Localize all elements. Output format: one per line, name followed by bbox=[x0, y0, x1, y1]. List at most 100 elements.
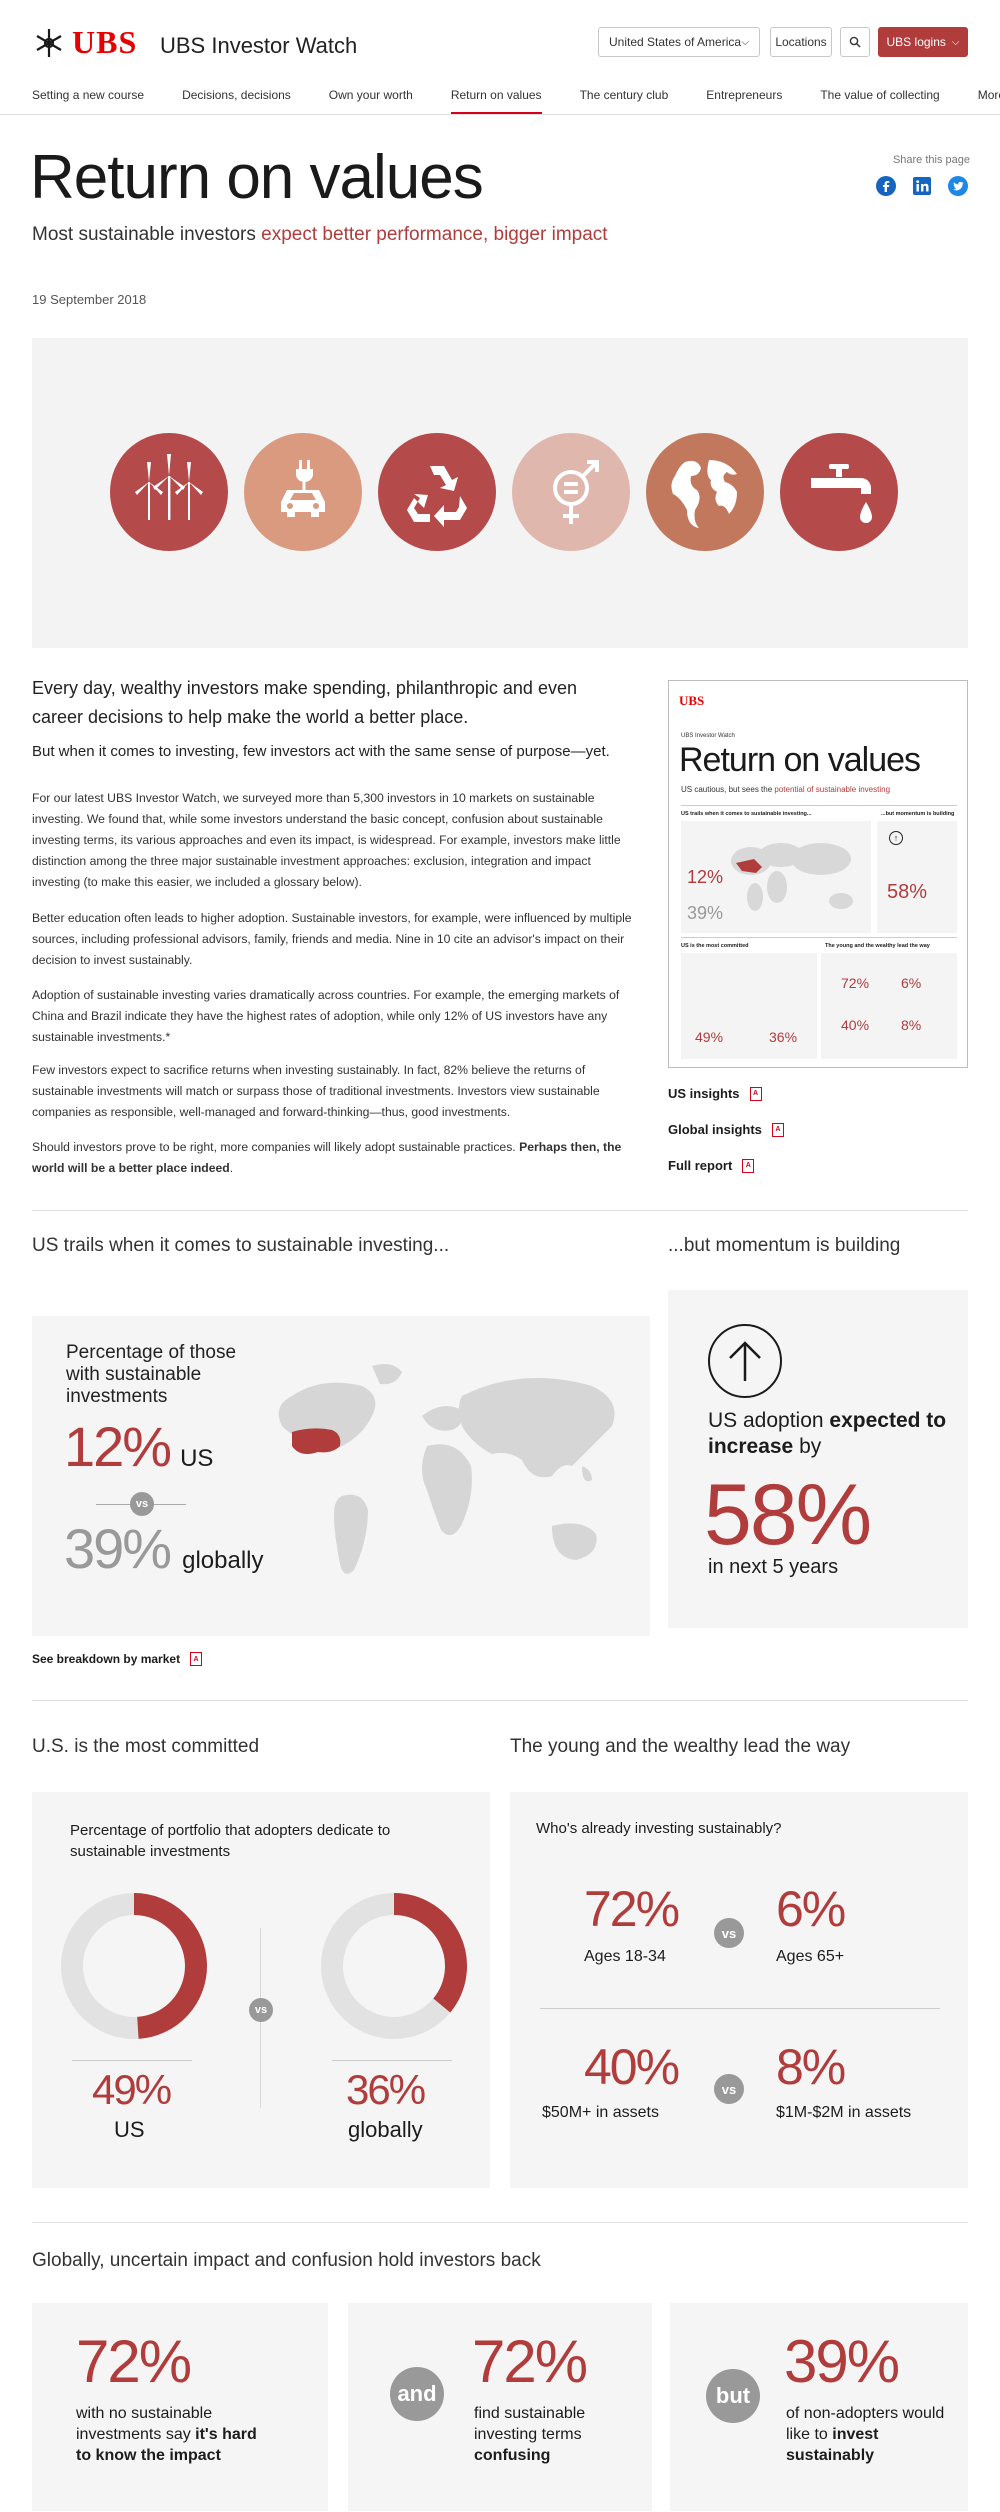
thumb-brand: UBS bbox=[679, 693, 705, 708]
confusion-text-1-plain: with no sustainable investments say bbox=[76, 2405, 213, 2443]
thumb-n72: 72% bbox=[841, 975, 870, 991]
country-select-value: United States of America bbox=[609, 35, 742, 49]
confusion-card-1: 72% with no sustainable investments say … bbox=[32, 2303, 328, 2511]
download-us-insights-label: US insights bbox=[668, 1086, 740, 1101]
pdf-icon: A bbox=[771, 1122, 784, 1137]
section-divider bbox=[32, 1700, 968, 1701]
thumb-sec1: US trails when it comes to sustainable i… bbox=[681, 811, 812, 817]
momentum-card: US adoption expected to increase by 58% … bbox=[668, 1290, 968, 1628]
thumb-momentum-card: ↑ 58% bbox=[877, 821, 957, 933]
nav-item-return-on-values[interactable]: Return on values bbox=[450, 88, 542, 115]
pdf-icon: A bbox=[190, 1652, 203, 1666]
stat-72: 72% bbox=[584, 1881, 680, 1937]
confusion-value-3: 39% bbox=[784, 2328, 900, 2395]
report-thumbnail[interactable]: UBS UBS Investor Watch Return on values … bbox=[668, 680, 968, 1068]
ubs-keys-icon bbox=[36, 28, 62, 57]
section-heading-young-wealthy: The young and the wealthy lead the way bbox=[510, 1736, 851, 1757]
facebook-icon[interactable] bbox=[876, 176, 896, 196]
thumb-n6: 6% bbox=[901, 975, 922, 991]
twitter-icon[interactable] bbox=[948, 176, 968, 196]
chevron-down-icon: ⌵ bbox=[951, 36, 960, 48]
thumb-n8: 8% bbox=[901, 1017, 922, 1033]
donut-rule-us bbox=[72, 2060, 192, 2061]
global-stat: 39% globally bbox=[64, 1516, 263, 1581]
donut-card: Percentage of portfolio that adopters de… bbox=[32, 1792, 490, 2188]
donut-label: Percentage of portfolio that adopters de… bbox=[70, 1822, 391, 1860]
adoption-value: 58% bbox=[704, 1467, 872, 1563]
body-paragraph-5: Should investors prove to be right, more… bbox=[32, 1140, 622, 1175]
nav-item-own-your-worth[interactable]: Own your worth bbox=[328, 88, 413, 102]
thumb-n36: 36% bbox=[769, 1029, 798, 1045]
donut-us-label: US bbox=[114, 2117, 145, 2142]
section-heading-confusion: Globally, uncertain impact and confusion… bbox=[32, 2250, 541, 2271]
p5-plain: Should investors prove to be right, more… bbox=[32, 1140, 520, 1154]
vs-badge: vs bbox=[130, 1492, 154, 1516]
arrow-up-circle-icon bbox=[708, 1324, 782, 1398]
thumb-title: Return on values bbox=[679, 741, 921, 779]
section-divider bbox=[32, 2222, 968, 2223]
donut-us-value: 49% bbox=[92, 2066, 172, 2113]
thumb-n39: 39% bbox=[687, 903, 724, 923]
logins-button[interactable]: UBS logins ⌵ bbox=[878, 27, 968, 57]
logins-label: UBS logins bbox=[886, 35, 946, 49]
vs-badge: vs bbox=[714, 2074, 744, 2104]
nav-divider bbox=[0, 114, 1000, 115]
donut-slice-us bbox=[133, 1893, 207, 2039]
download-full-report[interactable]: Full report A bbox=[668, 1158, 755, 1173]
thumb-subtitle-plain: US cautious, but sees the bbox=[681, 785, 775, 794]
hero-circle-6 bbox=[780, 433, 898, 551]
share-icons bbox=[876, 176, 968, 196]
confusion-text-2-bold: confusing bbox=[474, 2447, 551, 2464]
locations-button[interactable]: Locations bbox=[770, 27, 832, 57]
subtitle-highlight: expect better performance, bigger impact bbox=[261, 224, 608, 245]
confusion-value-1: 72% bbox=[76, 2328, 192, 2395]
thumb-n58: 58% bbox=[887, 881, 928, 903]
confusion-text-3-bold: invest sustainably bbox=[786, 2426, 879, 2464]
country-select[interactable]: United States of America ⌵ bbox=[598, 27, 760, 57]
global-label: globally bbox=[182, 1547, 264, 1574]
intro-lead-2: But when it comes to investing, few inve… bbox=[32, 743, 610, 760]
download-global-insights-label: Global insights bbox=[668, 1122, 762, 1137]
confusion-text-2: find sustainable investing terms confusi… bbox=[474, 2403, 634, 2466]
confusion-card-2: and 72% find sustainable investing terms… bbox=[348, 2303, 652, 2511]
nav-item-decisions[interactable]: Decisions, decisions bbox=[182, 88, 291, 102]
download-full-report-label: Full report bbox=[668, 1158, 733, 1173]
donut-global-value: 36% bbox=[346, 2066, 426, 2113]
vs-badge: vs bbox=[249, 1998, 273, 2022]
page-title: Return on values bbox=[30, 143, 484, 212]
ubs-logo[interactable]: UBS bbox=[32, 24, 137, 61]
nav-item-setting-a-new-course[interactable]: Setting a new course bbox=[32, 88, 145, 102]
adoption-text: US adoption expected to increase by bbox=[708, 1408, 948, 1460]
thumb-subtitle-highlight: potential of sustainable investing bbox=[774, 785, 891, 794]
linkedin-icon[interactable] bbox=[912, 176, 932, 196]
share-label: Share this page bbox=[892, 154, 970, 166]
section-heading-committed: U.S. is the most committed bbox=[32, 1736, 260, 1757]
nav-item-century-club[interactable]: The century club bbox=[579, 88, 669, 102]
confusion-text-1-bold: it's hard to know the impact bbox=[76, 2426, 257, 2464]
breakdown-link[interactable]: See breakdown by market A bbox=[32, 1652, 203, 1666]
young-question: Who's already investing sustainably? bbox=[536, 1820, 782, 1837]
thumb-sec3: US is the most committed bbox=[681, 943, 749, 949]
electric-car-icon bbox=[281, 460, 325, 517]
nav-item-entrepreneurs[interactable]: Entrepreneurs bbox=[706, 88, 783, 102]
world-map bbox=[278, 1364, 615, 1574]
confusion-text-2-plain: find sustainable investing terms bbox=[474, 2405, 586, 2443]
download-global-insights[interactable]: Global insights A bbox=[668, 1122, 784, 1137]
nav-item-value-of-collecting[interactable]: The value of collecting bbox=[820, 88, 940, 102]
global-value: 39% bbox=[64, 1517, 172, 1580]
p5-bold: Perhaps then, the world will be a better… bbox=[32, 1140, 622, 1175]
young-rule bbox=[540, 2008, 940, 2009]
donut-slice-global bbox=[393, 1893, 467, 2013]
body-paragraph-2: Better education often leads to higher a… bbox=[32, 911, 632, 967]
download-us-insights[interactable]: US insights A bbox=[668, 1086, 762, 1101]
stat-40-label: $50M+ in assets bbox=[542, 2104, 659, 2121]
adoption-sub: in next 5 years bbox=[708, 1556, 839, 1578]
search-button[interactable] bbox=[840, 27, 870, 57]
nav-item-more[interactable]: More ▼ bbox=[978, 88, 1000, 115]
site-title: UBS Investor Watch bbox=[160, 33, 358, 58]
thumb-sec4: The young and the wealthy lead the way bbox=[825, 943, 930, 949]
adoption-bold: expected to increase bbox=[708, 1409, 947, 1458]
hero-circle-3 bbox=[378, 433, 496, 551]
thumb-n40: 40% bbox=[841, 1017, 870, 1033]
main-nav: Setting a new course Decisions, decision… bbox=[32, 88, 1000, 115]
